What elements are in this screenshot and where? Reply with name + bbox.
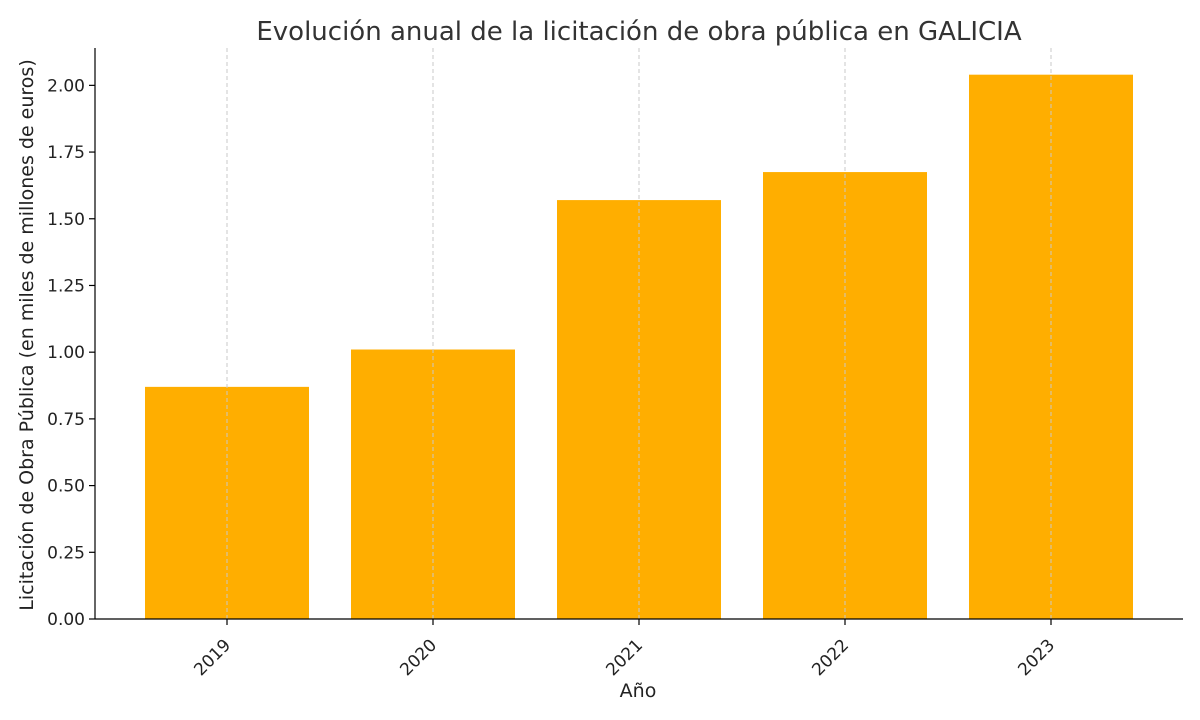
- x-tick-label-2023: 2023: [1014, 635, 1059, 680]
- bar-2023: [969, 74, 1133, 619]
- y-tick-label-1.00: 1.00: [47, 343, 85, 363]
- y-axis-label: Licitación de Obra Pública (en miles de …: [16, 59, 38, 610]
- x-tick-label-2020: 2020: [396, 635, 441, 680]
- y-tick-label-1.75: 1.75: [47, 143, 85, 163]
- x-tick-label-2019: 2019: [190, 635, 235, 680]
- x-axis-label: Año: [620, 680, 657, 702]
- y-tick-label-0.25: 0.25: [47, 543, 85, 563]
- y-tick-label-1.25: 1.25: [47, 276, 85, 296]
- y-tick-label-1.50: 1.50: [47, 210, 85, 230]
- x-tick-label-2021: 2021: [602, 635, 647, 680]
- x-ticks: 2019 2020 2021 2022 2023: [190, 619, 1059, 680]
- y-tick-label-0.50: 0.50: [47, 477, 85, 497]
- bar-2021: [557, 200, 721, 619]
- y-ticks: 0.00 0.25 0.50 0.75 1.00 1.25 1.50 1.75 2.00: [47, 76, 95, 630]
- chart-title: Evolución anual de la licitación de obra…: [256, 17, 1021, 47]
- y-tick-label-0.00: 0.00: [47, 610, 85, 630]
- y-tick-label-0.75: 0.75: [47, 410, 85, 430]
- y-tick-label-2.00: 2.00: [47, 76, 85, 96]
- x-tick-label-2022: 2022: [808, 635, 853, 680]
